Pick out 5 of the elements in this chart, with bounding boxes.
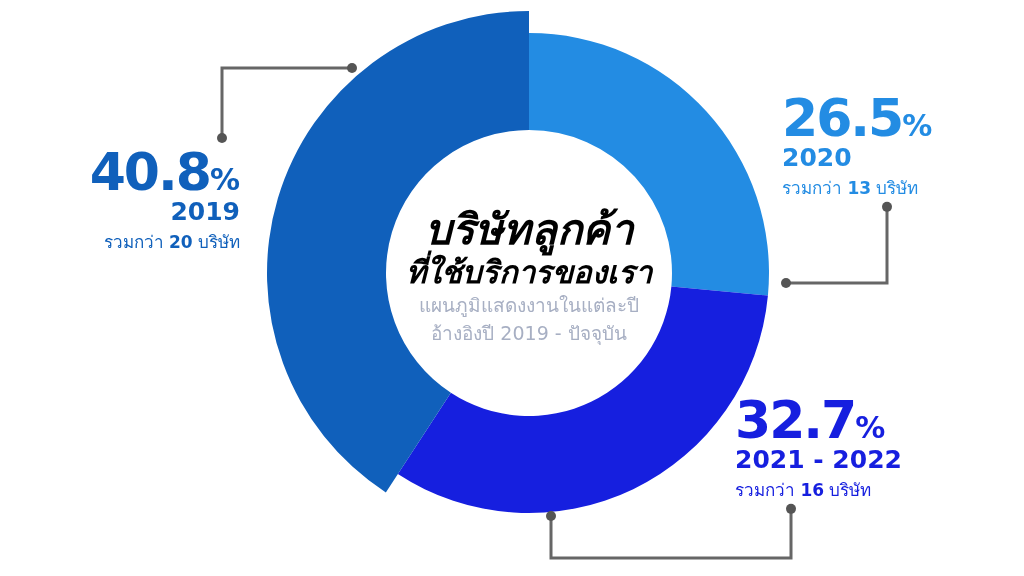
text: รวมกว่า 16 บริษัท	[735, 479, 872, 500]
text: รวมกว่า 20 บริษัท	[103, 231, 240, 252]
text: รวมกว่า 13 บริษัท	[782, 177, 919, 198]
text: แผนภูมิแสดงงานในแต่ละปี อ้างอิงปี 2019 - ปัจจุบัน	[418, 293, 640, 347]
text: บริษัทลูกค้า ที่ใช้บริการของเรา	[405, 205, 654, 292]
